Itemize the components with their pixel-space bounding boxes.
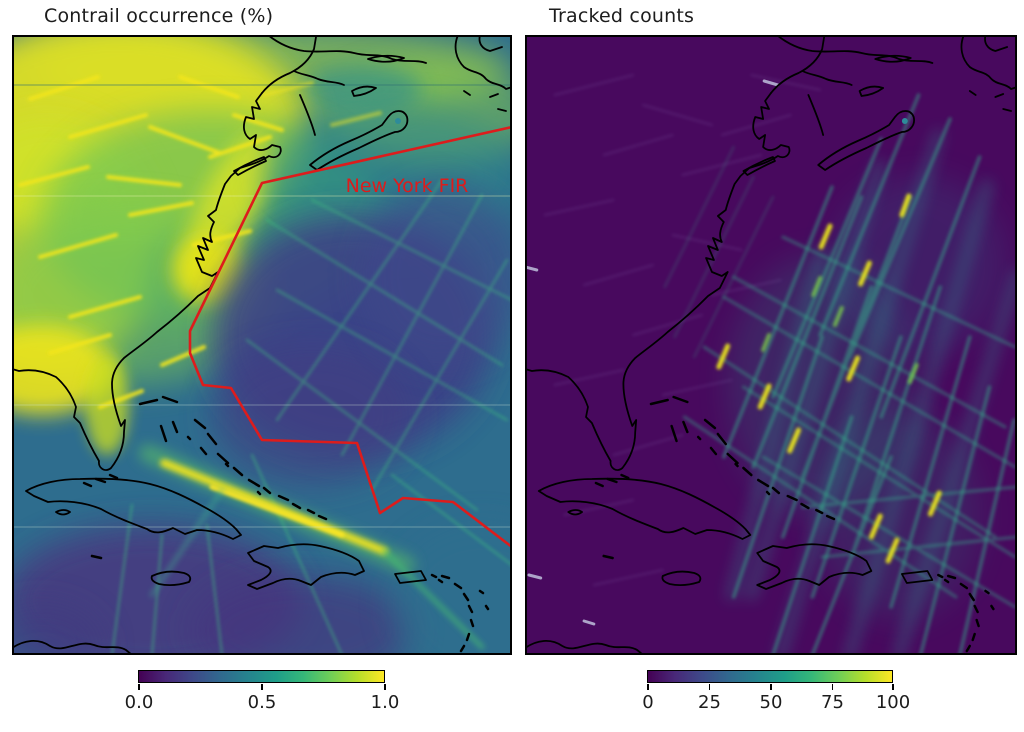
colorbar-tick-mark bbox=[831, 684, 833, 690]
tracked-counts-map bbox=[525, 35, 1017, 655]
colorbar-tick-label: 25 bbox=[698, 692, 721, 713]
colorbar-tick-label: 1.0 bbox=[370, 692, 400, 713]
colorbar-tick-mark bbox=[647, 684, 649, 690]
colorbar-tick-mark bbox=[138, 684, 140, 690]
left-panel-frame bbox=[12, 35, 512, 655]
contrail-streaks-layer bbox=[18, 75, 382, 409]
fir-label: New York FIR bbox=[346, 175, 469, 197]
colorbar-tick-label: 0.0 bbox=[124, 692, 154, 713]
faint-track-streaks bbox=[543, 74, 822, 586]
track-bundle-nwse bbox=[682, 235, 1017, 609]
corridor-bands bbox=[725, 129, 1017, 655]
colorbar-tick-mark bbox=[892, 684, 894, 690]
swath-artifact-lines bbox=[12, 84, 512, 528]
colorbar-tick-label: 100 bbox=[875, 692, 911, 713]
colorbar-tick-label: 50 bbox=[759, 692, 783, 713]
track-bundle-coastal bbox=[663, 145, 775, 359]
colorbar-tick-label: 0 bbox=[642, 692, 654, 713]
bright-specks bbox=[525, 79, 780, 626]
colorbar-tick-mark bbox=[708, 684, 710, 690]
contrail-occurrence-map: New York FIR bbox=[12, 35, 512, 655]
left-panel-title: Contrail occurrence (%) bbox=[44, 5, 274, 27]
right-panel-title: Tracked counts bbox=[549, 5, 695, 27]
fir-boundary-line bbox=[188, 125, 512, 549]
contrail-heat-layer bbox=[12, 35, 512, 655]
right-panel-frame bbox=[525, 35, 1017, 655]
ocean-corridor-streaks bbox=[110, 178, 512, 655]
colorbar-tick-mark bbox=[261, 684, 263, 690]
hotspot-dashes-secondary bbox=[761, 276, 919, 384]
colorbar-tick-label: 75 bbox=[821, 692, 844, 713]
colorbar-tick-mark bbox=[384, 684, 386, 690]
colorbar-tick-mark bbox=[770, 684, 772, 690]
bahamas-bright-corridor bbox=[139, 445, 485, 650]
left-viridis-colorbar bbox=[138, 670, 385, 683]
colorbar-tick-label: 0.5 bbox=[247, 692, 277, 713]
right-viridis-colorbar bbox=[647, 670, 893, 683]
hotspot-dashes bbox=[716, 193, 942, 564]
